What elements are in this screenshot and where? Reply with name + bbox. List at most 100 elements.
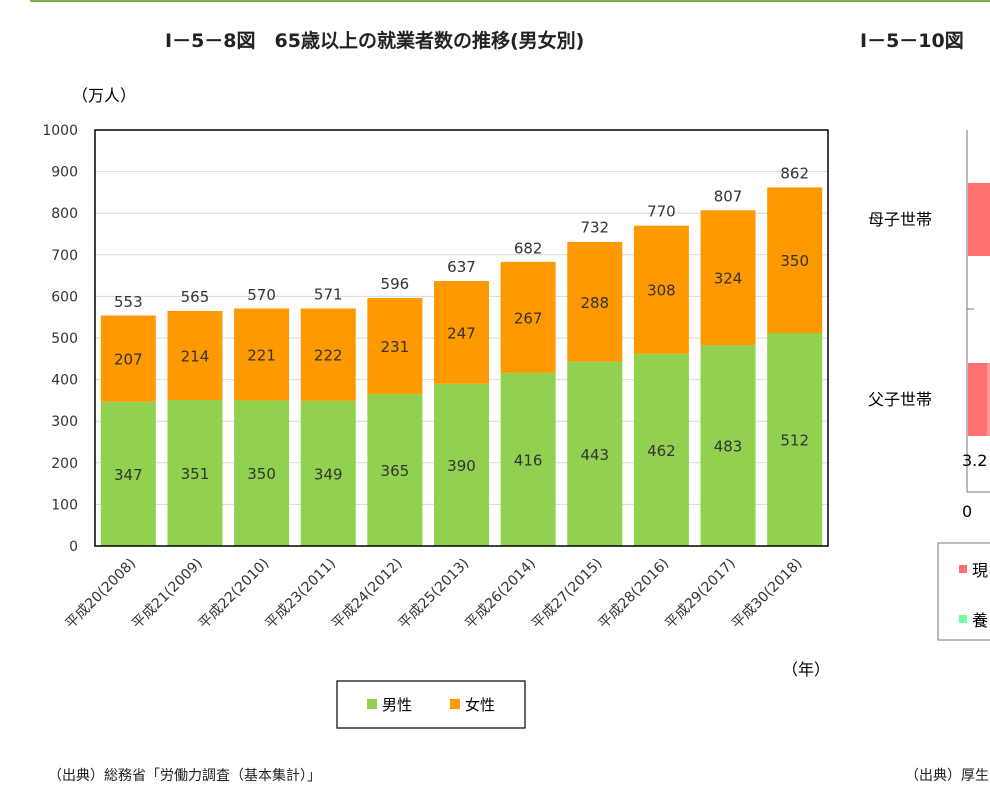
legend xyxy=(336,680,526,729)
x-axis-label: （年） xyxy=(782,660,830,679)
side-category-fushi: 父子世帯 xyxy=(868,390,932,409)
segment-value-label: 347 xyxy=(114,466,143,484)
side-legend xyxy=(937,542,990,641)
segment-value-label: 512 xyxy=(780,432,809,450)
y-axis-ticks: 0 100 200 300 400 500 600 700 800 900 1000 xyxy=(42,123,78,555)
y-tick-label: 0 xyxy=(69,539,78,555)
segment-value-label: 462 xyxy=(647,442,676,460)
chart-title: Ⅰ－5－8図 65歳以上の就業者数の推移(男女別) xyxy=(165,30,585,52)
source-note: （出典）総務省「労働力調査（基本集計）」 xyxy=(48,768,321,784)
total-value-label: 732 xyxy=(580,218,609,236)
segment-value-label: 288 xyxy=(580,294,609,312)
total-value-label: 570 xyxy=(247,286,276,304)
segment-value-label: 349 xyxy=(314,465,343,483)
bar-male xyxy=(767,333,823,546)
bar-male xyxy=(367,394,423,546)
y-tick-label: 900 xyxy=(51,165,78,181)
segment-value-label: 390 xyxy=(447,457,476,475)
x-tick-label: 平成28(2016) xyxy=(596,556,673,633)
bar-male xyxy=(234,400,290,546)
bar-female xyxy=(100,315,156,402)
x-tick-label: 平成23(2011) xyxy=(262,556,339,633)
segment-value-label: 221 xyxy=(247,346,276,364)
side-bar-fushi xyxy=(968,363,987,436)
x-tick-label: 平成21(2009) xyxy=(129,556,206,633)
y-tick-label: 700 xyxy=(51,248,78,264)
bars xyxy=(100,187,823,546)
total-value-label: 596 xyxy=(381,275,410,293)
segment-value-label: 351 xyxy=(181,465,210,483)
side-legend-label-0: 現 xyxy=(972,561,988,580)
bar-male xyxy=(500,372,556,546)
y-tick-label: 100 xyxy=(51,497,78,513)
x-tick-label: 平成22(2010) xyxy=(196,556,273,633)
total-value-label: 862 xyxy=(780,164,809,182)
segment-value-label: 267 xyxy=(514,309,543,327)
side-chart-title: Ⅰ－5－10図 xyxy=(860,30,964,52)
legend-label-female: 女性 xyxy=(465,696,495,714)
y-tick-label: 800 xyxy=(51,206,78,222)
x-tick-label: 平成30(2018) xyxy=(729,556,806,633)
bar-male xyxy=(567,361,623,546)
x-tick-label: 平成26(2014) xyxy=(462,556,539,633)
legend-swatch-female xyxy=(450,699,460,709)
total-value-label: 770 xyxy=(647,203,676,221)
x-axis-ticks: 平成20(2008)平成21(2009)平成22(2010)平成23(2011)… xyxy=(63,556,806,633)
legend-label-male: 男性 xyxy=(382,696,412,714)
bar-female xyxy=(367,298,423,395)
x-tick-label: 平成24(2012) xyxy=(329,556,406,633)
bar-female xyxy=(234,308,290,401)
bar-female xyxy=(633,225,689,354)
plot-frame xyxy=(94,129,829,547)
total-value-label: 571 xyxy=(314,285,343,303)
top-divider xyxy=(30,0,990,2)
side-source-note: （出典）厚生 xyxy=(905,768,989,784)
bar-male xyxy=(100,401,156,546)
bar-male xyxy=(633,353,689,546)
legend-swatch-male xyxy=(367,699,377,709)
side-legend-label-1: 養 xyxy=(972,611,988,630)
segment-value-label: 214 xyxy=(181,347,210,365)
side-bar-boshi xyxy=(968,183,990,256)
y-tick-label: 500 xyxy=(51,331,78,347)
y-tick-label: 400 xyxy=(51,373,78,389)
y-tick-label: 200 xyxy=(51,456,78,472)
segment-value-label: 443 xyxy=(580,446,609,464)
segment-value-label: 222 xyxy=(314,347,343,365)
segment-value-label: 483 xyxy=(714,438,743,456)
bar-female xyxy=(567,241,623,362)
segment-value-label: 350 xyxy=(780,252,809,270)
x-tick-label: 平成29(2017) xyxy=(662,556,739,633)
x-tick-label: 平成20(2008) xyxy=(63,556,140,633)
bar-female xyxy=(500,261,556,373)
side-value-label: 3.2 xyxy=(962,451,987,470)
segment-value-label: 247 xyxy=(447,324,476,342)
bar-female xyxy=(167,310,223,400)
segment-value-label: 365 xyxy=(381,462,410,480)
side-category-boshi: 母子世帯 xyxy=(868,210,932,229)
total-value-label: 682 xyxy=(514,239,543,257)
bar-male xyxy=(700,345,756,546)
segment-value-label: 231 xyxy=(381,338,410,356)
bar-male xyxy=(434,383,489,546)
side-x-tick: 0 xyxy=(962,502,972,521)
y-axis-label: （万人） xyxy=(72,86,136,105)
total-value-label: 565 xyxy=(181,288,210,306)
bar-male xyxy=(300,400,356,546)
x-tick-label: 平成27(2015) xyxy=(529,556,606,633)
total-value-label: 807 xyxy=(714,187,743,205)
bar-female xyxy=(767,187,823,334)
segment-value-label: 308 xyxy=(647,282,676,300)
segment-value-label: 207 xyxy=(114,351,143,369)
segment-value-label: 350 xyxy=(247,465,276,483)
segment-value-label: 324 xyxy=(714,270,743,288)
y-tick-label: 1000 xyxy=(42,123,78,139)
bar-female xyxy=(300,308,356,401)
bar-male xyxy=(167,399,223,546)
bar-female xyxy=(434,281,489,384)
segment-value-label: 416 xyxy=(514,451,543,469)
y-tick-label: 300 xyxy=(51,414,78,430)
bar-female xyxy=(700,210,756,346)
data-labels: 347 207 553 351 214 565 350 221 570 349 222 571 365 2… xyxy=(114,164,809,483)
